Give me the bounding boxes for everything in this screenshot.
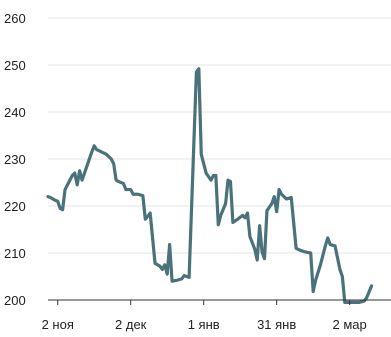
gridlines: [48, 17, 391, 254]
y-tick-label: 210: [4, 246, 26, 261]
y-tick-labels: 200 210 220 230 240 250 260: [4, 11, 26, 308]
y-tick-label: 240: [4, 105, 26, 120]
x-tick-label: 2 мар: [333, 317, 367, 332]
series-line: [46, 67, 374, 304]
x-tick-label: 31 янв: [257, 317, 296, 332]
x-tick-label: 2 ноя: [42, 317, 74, 332]
y-tick-label: 200: [4, 293, 26, 308]
x-tick-label: 2 дек: [115, 317, 147, 332]
y-tick-label: 250: [4, 58, 26, 73]
x-tick-labels: 2 ноя 2 дек 1 янв 31 янв 2 мар: [42, 317, 367, 332]
y-tick-label: 260: [4, 11, 26, 26]
plot-area: [46, 67, 374, 304]
x-tick-label: 1 янв: [188, 317, 220, 332]
y-tick-label: 230: [4, 152, 26, 167]
axes: [48, 299, 391, 305]
y-tick-label: 220: [4, 199, 26, 214]
